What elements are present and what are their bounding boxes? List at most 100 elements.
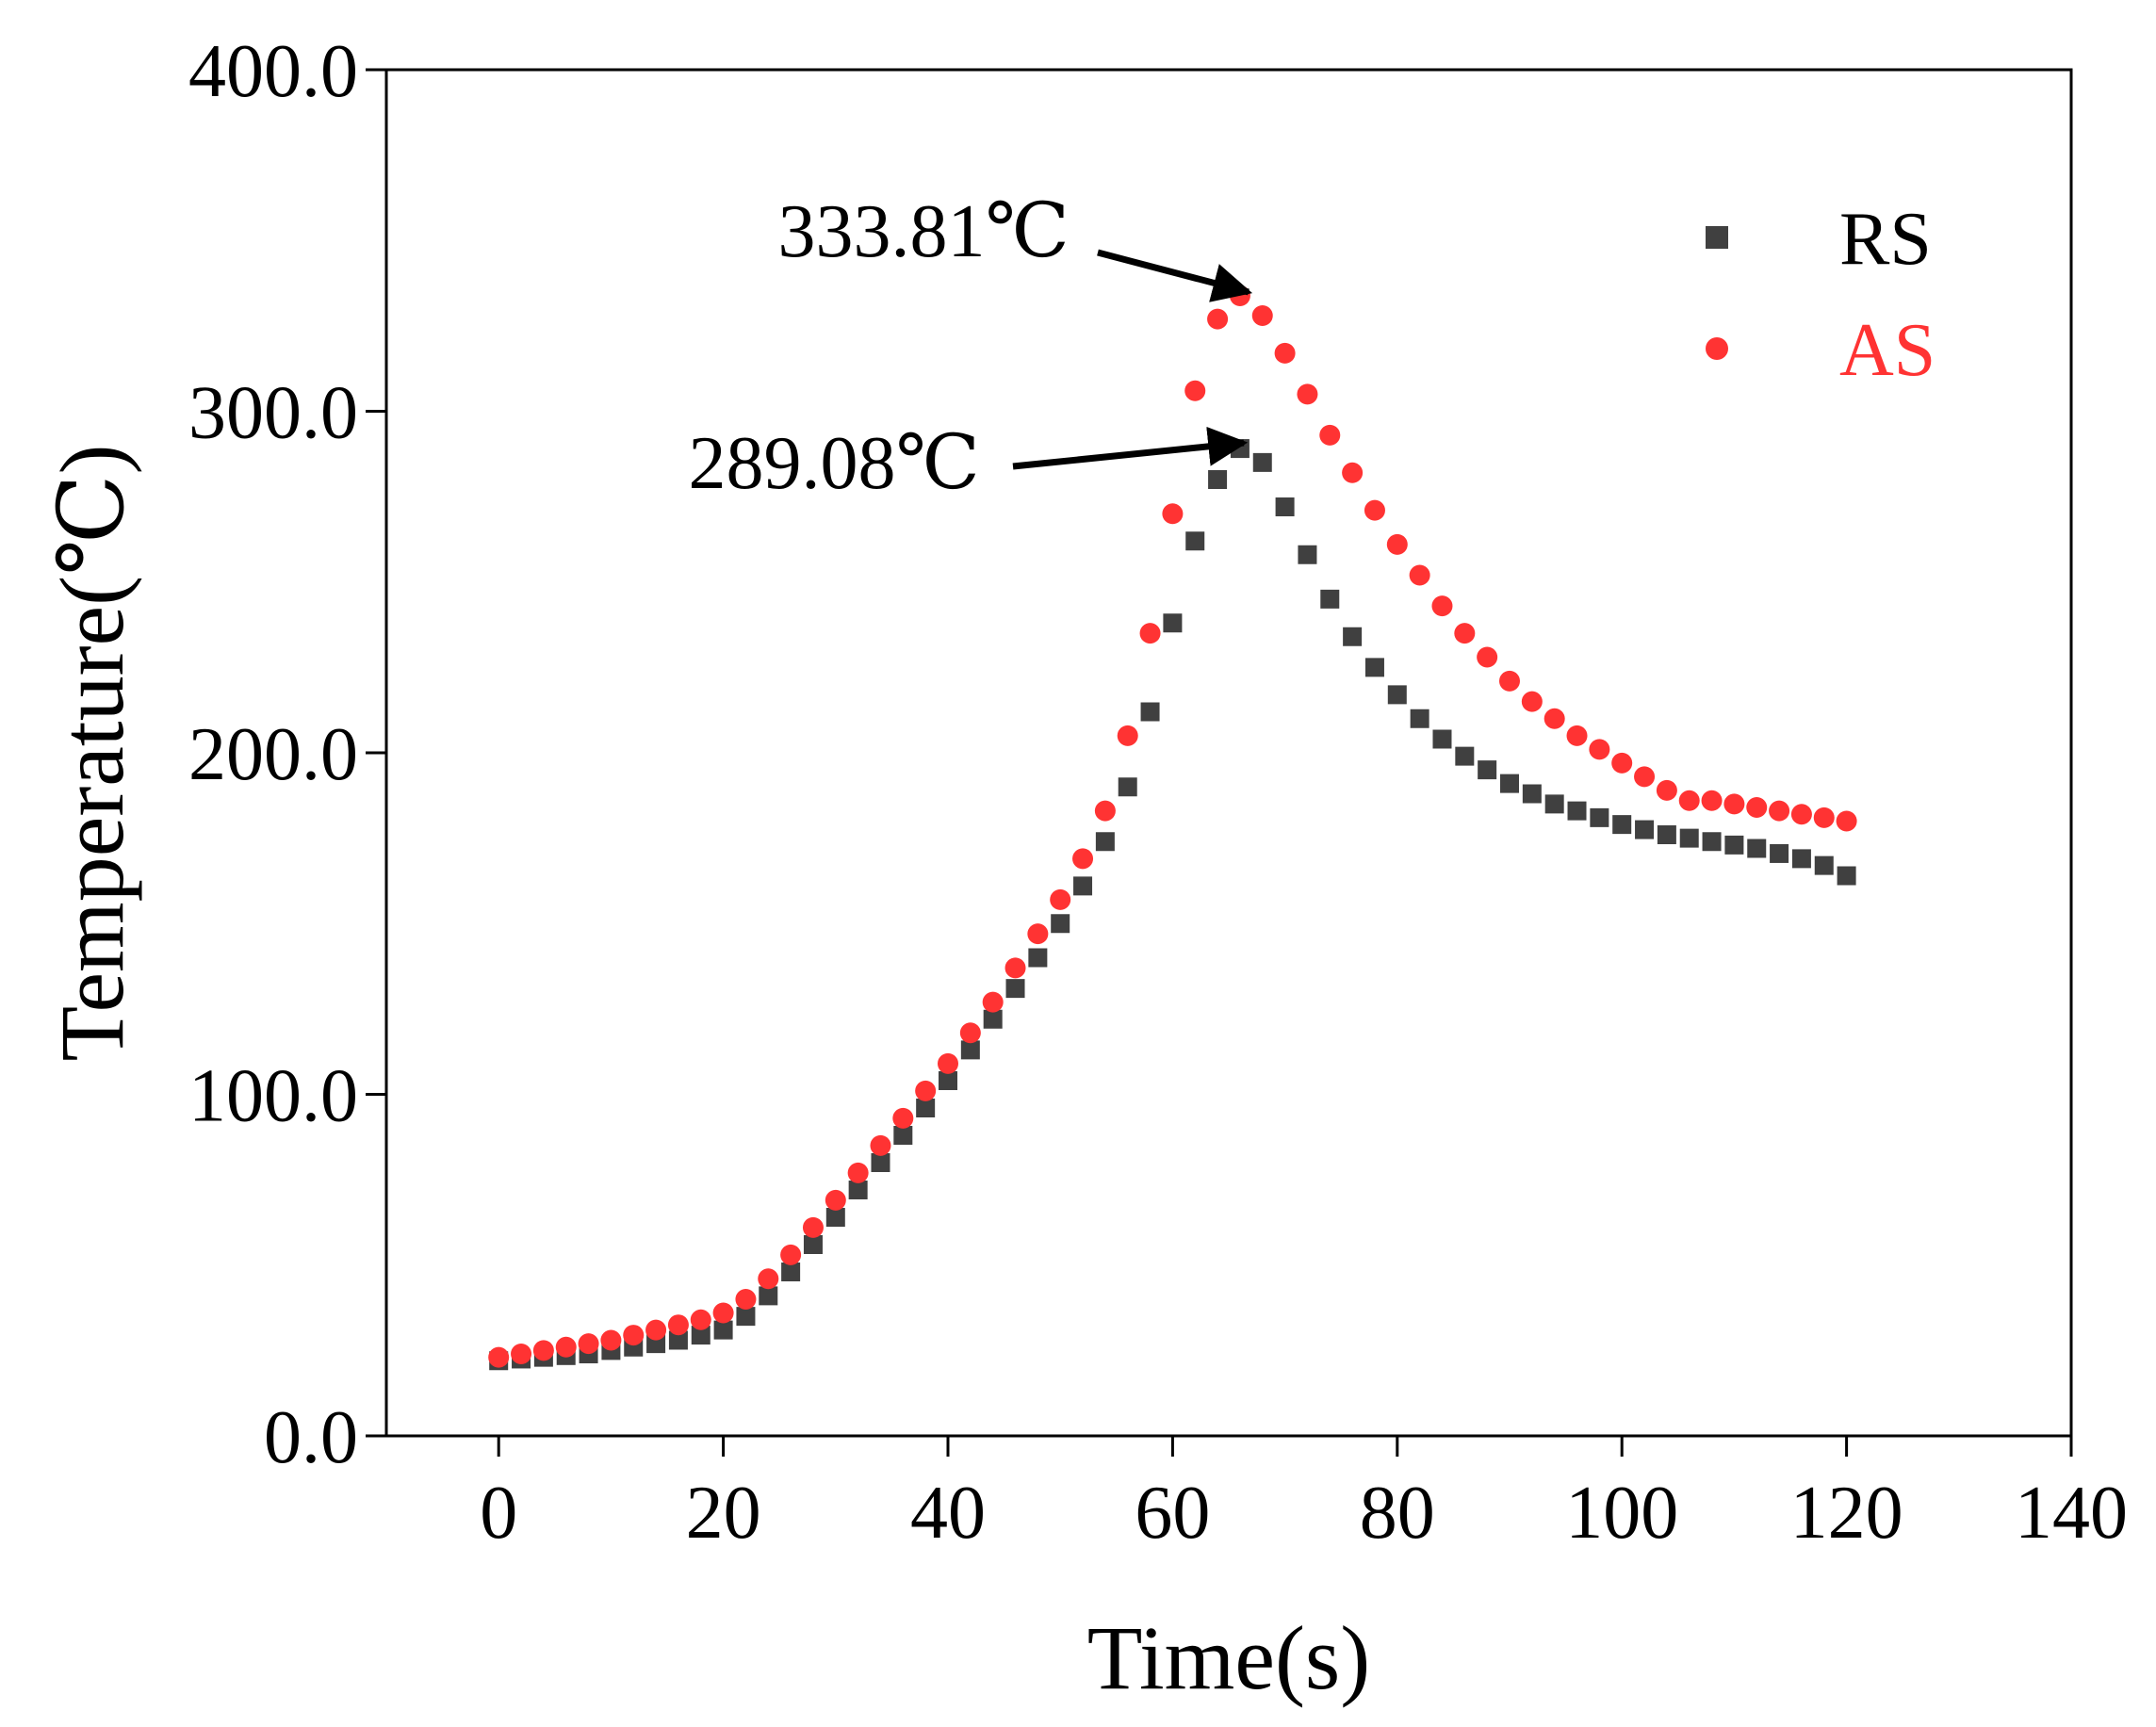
data-point bbox=[1837, 866, 1856, 886]
data-point bbox=[916, 1099, 936, 1117]
data-point bbox=[1499, 670, 1520, 692]
y-axis-ticks: 0.0 100.0 200.0 300.0 400.0 bbox=[188, 30, 386, 1479]
data-point bbox=[1185, 531, 1205, 551]
y-tick-label: 400.0 bbox=[188, 30, 358, 113]
data-point bbox=[1342, 462, 1364, 483]
data-point bbox=[1297, 383, 1318, 405]
data-point bbox=[893, 1126, 913, 1145]
data-point bbox=[1184, 380, 1206, 401]
data-point bbox=[1477, 646, 1498, 668]
data-point bbox=[982, 991, 1004, 1013]
data-point bbox=[1298, 545, 1317, 564]
data-point bbox=[1678, 790, 1700, 811]
series-as bbox=[488, 285, 1857, 1368]
data-point bbox=[1207, 308, 1229, 330]
data-point bbox=[1521, 691, 1543, 712]
data-point bbox=[1251, 305, 1273, 326]
x-tick-label: 120 bbox=[1790, 1472, 1903, 1555]
data-point bbox=[1791, 849, 1811, 869]
data-point bbox=[1611, 752, 1633, 774]
peak-arrow bbox=[1012, 426, 1249, 470]
data-point bbox=[1410, 709, 1429, 728]
data-point bbox=[1567, 801, 1587, 821]
data-point bbox=[1747, 839, 1767, 858]
data-point bbox=[1656, 779, 1677, 801]
data-point bbox=[690, 1309, 711, 1330]
data-point bbox=[1163, 613, 1183, 633]
y-tick-label: 200.0 bbox=[188, 713, 358, 796]
data-point bbox=[1454, 623, 1476, 644]
data-point bbox=[488, 1346, 510, 1368]
data-point bbox=[1364, 499, 1385, 521]
data-point bbox=[1478, 760, 1497, 780]
x-tick-label: 60 bbox=[1135, 1472, 1210, 1555]
data-point bbox=[759, 1286, 778, 1306]
data-point bbox=[645, 1319, 667, 1341]
x-tick-label: 40 bbox=[910, 1472, 986, 1555]
data-point bbox=[871, 1153, 890, 1172]
data-point bbox=[758, 1268, 779, 1290]
data-point bbox=[1612, 815, 1632, 835]
data-point bbox=[847, 1162, 869, 1183]
annotations: 333.81℃ 289.08℃ bbox=[689, 190, 1253, 505]
series-rs bbox=[489, 439, 1856, 1371]
peak-label: 289.08℃ bbox=[689, 422, 981, 505]
peak-label: 333.81℃ bbox=[778, 190, 1070, 273]
data-point bbox=[1139, 623, 1161, 644]
data-point bbox=[1590, 807, 1609, 827]
data-point bbox=[1814, 855, 1834, 875]
peak-arrow bbox=[1097, 249, 1253, 302]
data-series bbox=[488, 285, 1857, 1371]
data-point bbox=[1364, 658, 1384, 677]
data-point bbox=[1589, 739, 1610, 760]
data-point bbox=[781, 1263, 801, 1281]
data-point bbox=[1544, 794, 1564, 814]
legend-label-as: AS bbox=[1839, 309, 1936, 392]
data-point bbox=[1208, 470, 1228, 489]
data-point bbox=[1140, 702, 1160, 722]
data-point bbox=[1724, 835, 1744, 855]
data-point bbox=[1635, 820, 1655, 839]
y-tick-label: 100.0 bbox=[188, 1055, 358, 1138]
y-tick-label: 0.0 bbox=[264, 1396, 358, 1479]
data-point bbox=[848, 1181, 868, 1199]
data-point bbox=[578, 1333, 599, 1355]
data-point bbox=[735, 1289, 757, 1310]
legend-marker-rs bbox=[1706, 226, 1728, 249]
data-point bbox=[1790, 804, 1812, 825]
data-point bbox=[532, 1340, 554, 1361]
data-point bbox=[736, 1307, 756, 1327]
plot-frame bbox=[384, 68, 2073, 1438]
data-point bbox=[1522, 784, 1542, 804]
x-tick-label: 140 bbox=[2015, 1472, 2128, 1555]
data-point bbox=[1701, 790, 1723, 811]
data-point bbox=[600, 1329, 622, 1351]
data-point bbox=[892, 1107, 914, 1129]
data-point bbox=[1118, 777, 1137, 797]
x-tick-label: 80 bbox=[1360, 1472, 1435, 1555]
legend-marker-as bbox=[1706, 337, 1728, 360]
data-point bbox=[939, 1071, 957, 1090]
data-point bbox=[1073, 876, 1093, 896]
data-point bbox=[1634, 766, 1656, 788]
data-point bbox=[1432, 729, 1452, 749]
y-axis-title: Temperature(℃) bbox=[41, 445, 142, 1062]
data-point bbox=[667, 1314, 689, 1336]
data-point bbox=[1387, 685, 1407, 705]
data-point bbox=[802, 1216, 824, 1238]
data-point bbox=[1072, 848, 1094, 870]
data-point bbox=[1095, 832, 1115, 852]
data-point bbox=[1028, 948, 1048, 968]
x-axis-ticks: 0 20 40 60 80 100 120 140 bbox=[480, 1436, 2128, 1555]
x-tick-label: 0 bbox=[480, 1472, 517, 1555]
x-tick-label: 100 bbox=[1565, 1472, 1678, 1555]
data-point bbox=[1252, 452, 1272, 472]
data-point bbox=[915, 1080, 937, 1101]
data-point bbox=[1386, 533, 1408, 555]
data-point bbox=[1117, 725, 1138, 746]
y-tick-label: 300.0 bbox=[188, 372, 358, 455]
data-point bbox=[825, 1208, 845, 1227]
data-point bbox=[1723, 793, 1745, 815]
data-point bbox=[668, 1330, 688, 1350]
data-point bbox=[959, 1022, 981, 1044]
